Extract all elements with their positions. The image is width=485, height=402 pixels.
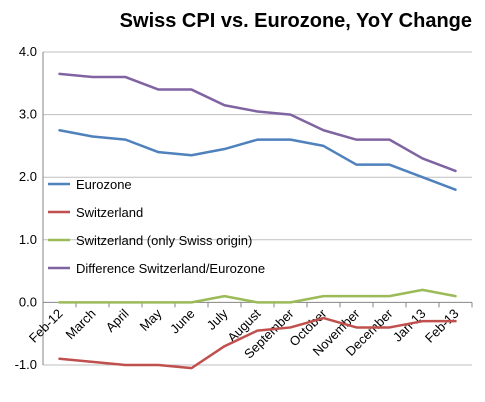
x-tick-label: Feb-12 <box>26 306 66 346</box>
series-line-3 <box>58 288 457 304</box>
gridlines <box>43 51 472 366</box>
y-tick-label: -1.0 <box>15 357 37 372</box>
legend-label: Switzerland (only Swiss origin) <box>76 233 252 248</box>
series-line-4 <box>58 72 457 173</box>
legend-label: Difference Switzerland/Eurozone <box>76 261 265 276</box>
y-tick-label: 2.0 <box>19 169 37 184</box>
x-tick-label: July <box>204 306 231 333</box>
x-tick-label: March <box>62 306 98 342</box>
y-tick-label: 0.0 <box>19 294 37 309</box>
legend-label: Switzerland <box>76 205 143 220</box>
y-tick-label: 1.0 <box>19 232 37 247</box>
legend: Eurozone Switzerland Switzerland (only Swi… <box>48 177 265 276</box>
series-line-2 <box>58 316 457 370</box>
series-lines <box>58 72 457 370</box>
y-tick-label: 4.0 <box>19 44 37 59</box>
series-line-1 <box>58 129 457 191</box>
x-tick-label: June <box>167 306 198 337</box>
legend-label: Eurozone <box>76 177 132 192</box>
chart-title: Swiss CPI vs. Eurozone, YoY Change <box>120 10 472 32</box>
x-tick-label: April <box>103 306 132 335</box>
y-tick-labels: -1.0 0.0 1.0 2.0 3.0 4.0 <box>15 44 37 372</box>
x-tick-label: Feb-13 <box>422 306 462 346</box>
y-tick-label: 3.0 <box>19 107 37 122</box>
x-tick-label: May <box>137 306 165 334</box>
